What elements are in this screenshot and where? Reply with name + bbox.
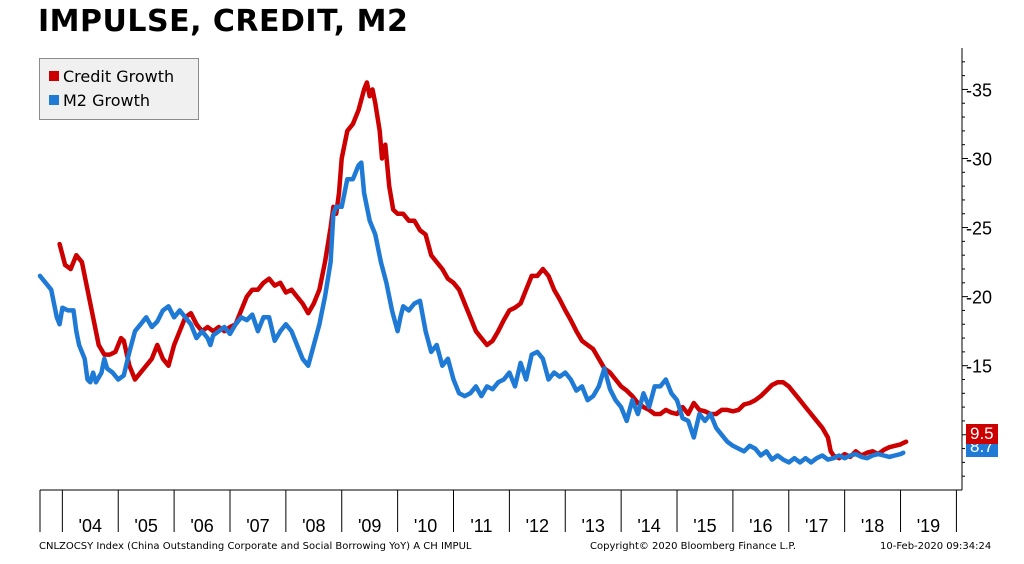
- x-tick-label: '11: [470, 516, 492, 536]
- footer-copyright: Copyright© 2020 Bloomberg Finance L.P.: [590, 541, 797, 552]
- y-tick-label: -30: [966, 150, 992, 170]
- credit-growth-line: [57, 80, 909, 461]
- x-tick-label: '14: [637, 516, 660, 536]
- y-tick-label: -20: [966, 288, 992, 308]
- x-tick-label: '17: [805, 516, 828, 536]
- x-tick-label: '15: [693, 516, 716, 536]
- legend-label-m2: M2 Growth: [63, 90, 150, 110]
- chart-legend: Credit Growth M2 Growth: [39, 58, 199, 120]
- x-tick-label: '10: [414, 516, 437, 536]
- x-tick-label: '19: [917, 516, 940, 536]
- x-tick-label: '13: [581, 516, 604, 536]
- legend-swatch-credit: [49, 71, 59, 81]
- x-tick-label: '04: [79, 516, 102, 536]
- footer-timestamp: 10-Feb-2020 09:34:24: [880, 541, 992, 552]
- x-tick-labels: '04 '05 '06 '07 '08 '09 '10 '11 '12 '13 '14 '15 '16 '…: [39, 490, 957, 536]
- x-tick-label: '18: [861, 516, 884, 536]
- x-tick-label: '07: [246, 516, 269, 536]
- last-value-credit-badge: 9.5: [966, 424, 998, 444]
- x-tick-label: '08: [302, 516, 325, 536]
- x-tick-label: '05: [134, 516, 157, 536]
- legend-item-credit: Credit Growth: [49, 64, 198, 88]
- y-tick-label: -15: [966, 357, 992, 377]
- legend-swatch-m2: [49, 95, 59, 105]
- y-tick-label: -35: [966, 80, 992, 100]
- y-tick-labels: -15 -20 -25 -30 -35: [962, 61, 992, 477]
- x-tick-label: '12: [526, 516, 549, 536]
- chart-title: IMPULSE, CREDIT, M2: [38, 4, 409, 39]
- series-layer: [37, 80, 909, 465]
- footer-source: CNLZOCSY Index (China Outstanding Corpor…: [39, 541, 472, 552]
- m2-growth-line: [37, 160, 906, 465]
- legend-item-m2: M2 Growth: [49, 88, 198, 112]
- y-tick-label: -25: [966, 219, 992, 239]
- x-tick-label: '06: [190, 516, 213, 536]
- legend-label-credit: Credit Growth: [63, 66, 175, 86]
- x-tick-label: '09: [358, 516, 381, 536]
- x-tick-label: '16: [749, 516, 772, 536]
